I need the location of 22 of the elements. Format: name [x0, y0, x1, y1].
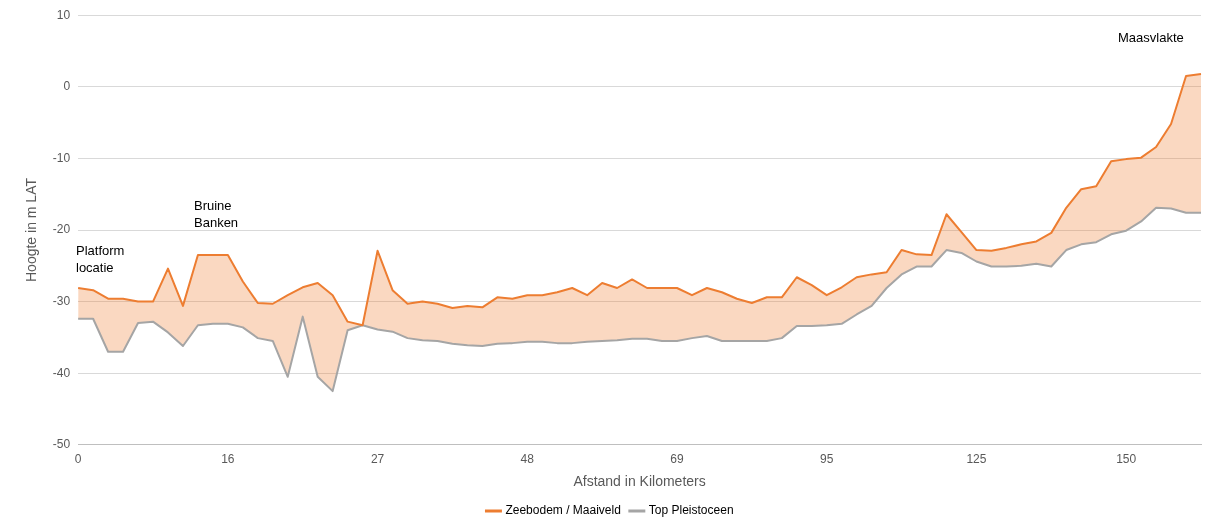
x-tick-label: 95	[820, 452, 834, 467]
x-tick-label: 48	[520, 452, 535, 467]
annotation: Bruine Banken	[194, 198, 239, 231]
x-tick-label: 69	[670, 452, 684, 467]
annotation: Platform locatie	[76, 243, 125, 276]
y-tick-label: -30	[52, 293, 71, 308]
y-tick-label: 0	[63, 79, 71, 94]
y-axis-title: Hoogte in m LAT	[23, 177, 40, 283]
x-tick-label: 125	[966, 452, 987, 467]
y-tick-label: -20	[52, 222, 71, 237]
y-tick-label: -10	[52, 150, 71, 165]
x-tick-label: 0	[74, 452, 82, 467]
x-tick-label: 27	[370, 452, 385, 467]
legend-label: Zeebodem / Maaiveld	[505, 503, 621, 518]
x-tick-label: 150	[1116, 452, 1137, 467]
y-tick-label: 10	[56, 7, 71, 22]
annotation: Maasvlakte	[1118, 30, 1184, 46]
legend-label: Top Pleistoceen	[648, 503, 734, 518]
y-tick-label: -40	[52, 365, 71, 380]
x-axis-title: Afstand in Kilometers	[573, 473, 706, 490]
y-tick-label: -50	[52, 437, 71, 452]
x-tick-label: 16	[221, 452, 235, 467]
